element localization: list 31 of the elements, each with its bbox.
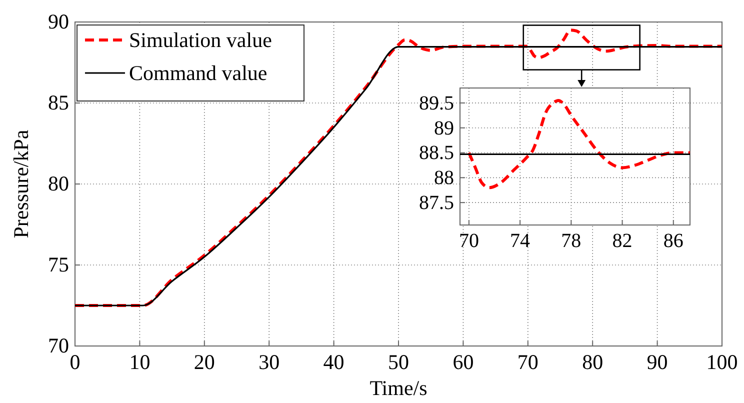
y-tick-label: 88 — [434, 167, 454, 190]
y-tick-label: 85 — [48, 90, 69, 115]
y-tick-label: 89.5 — [419, 92, 454, 114]
legend-label: Simulation value — [129, 28, 272, 52]
y-tick-label: 70 — [48, 334, 69, 358]
x-tick-label: 86 — [663, 230, 684, 252]
x-tick-label: 80 — [582, 350, 604, 374]
x-tick-label: 70 — [517, 350, 538, 374]
x-tick-label: 50 — [388, 350, 409, 374]
x-tick-label: 20 — [194, 350, 215, 374]
x-tick-label: 74 — [510, 230, 530, 252]
x-tick-label: 78 — [561, 230, 582, 252]
x-tick-label: 100 — [706, 350, 738, 374]
x-tick-label: 40 — [323, 350, 344, 374]
x-tick-label: 82 — [612, 230, 632, 252]
legend-label: Command value — [129, 61, 268, 85]
y-tick-label: 87.5 — [419, 192, 454, 214]
x-tick-label: 30 — [258, 350, 280, 374]
y-tick-label: 75 — [48, 252, 69, 277]
y-tick-label: 88.5 — [419, 142, 454, 164]
y-tick-label: 90 — [48, 10, 69, 34]
y-tick-label: 80 — [48, 172, 69, 196]
y-axis-title: Pressure/kPa — [9, 129, 33, 238]
x-tick-label: 0 — [70, 350, 80, 374]
x-tick-label: 70 — [458, 230, 479, 252]
y-tick-label: 89 — [434, 117, 454, 140]
line-series — [467, 98, 692, 190]
x-tick-label: 10 — [129, 350, 150, 374]
x-tick-label: 90 — [646, 350, 668, 374]
x-axis-title: Time/s — [370, 376, 428, 400]
x-tick-label: 60 — [452, 350, 474, 374]
